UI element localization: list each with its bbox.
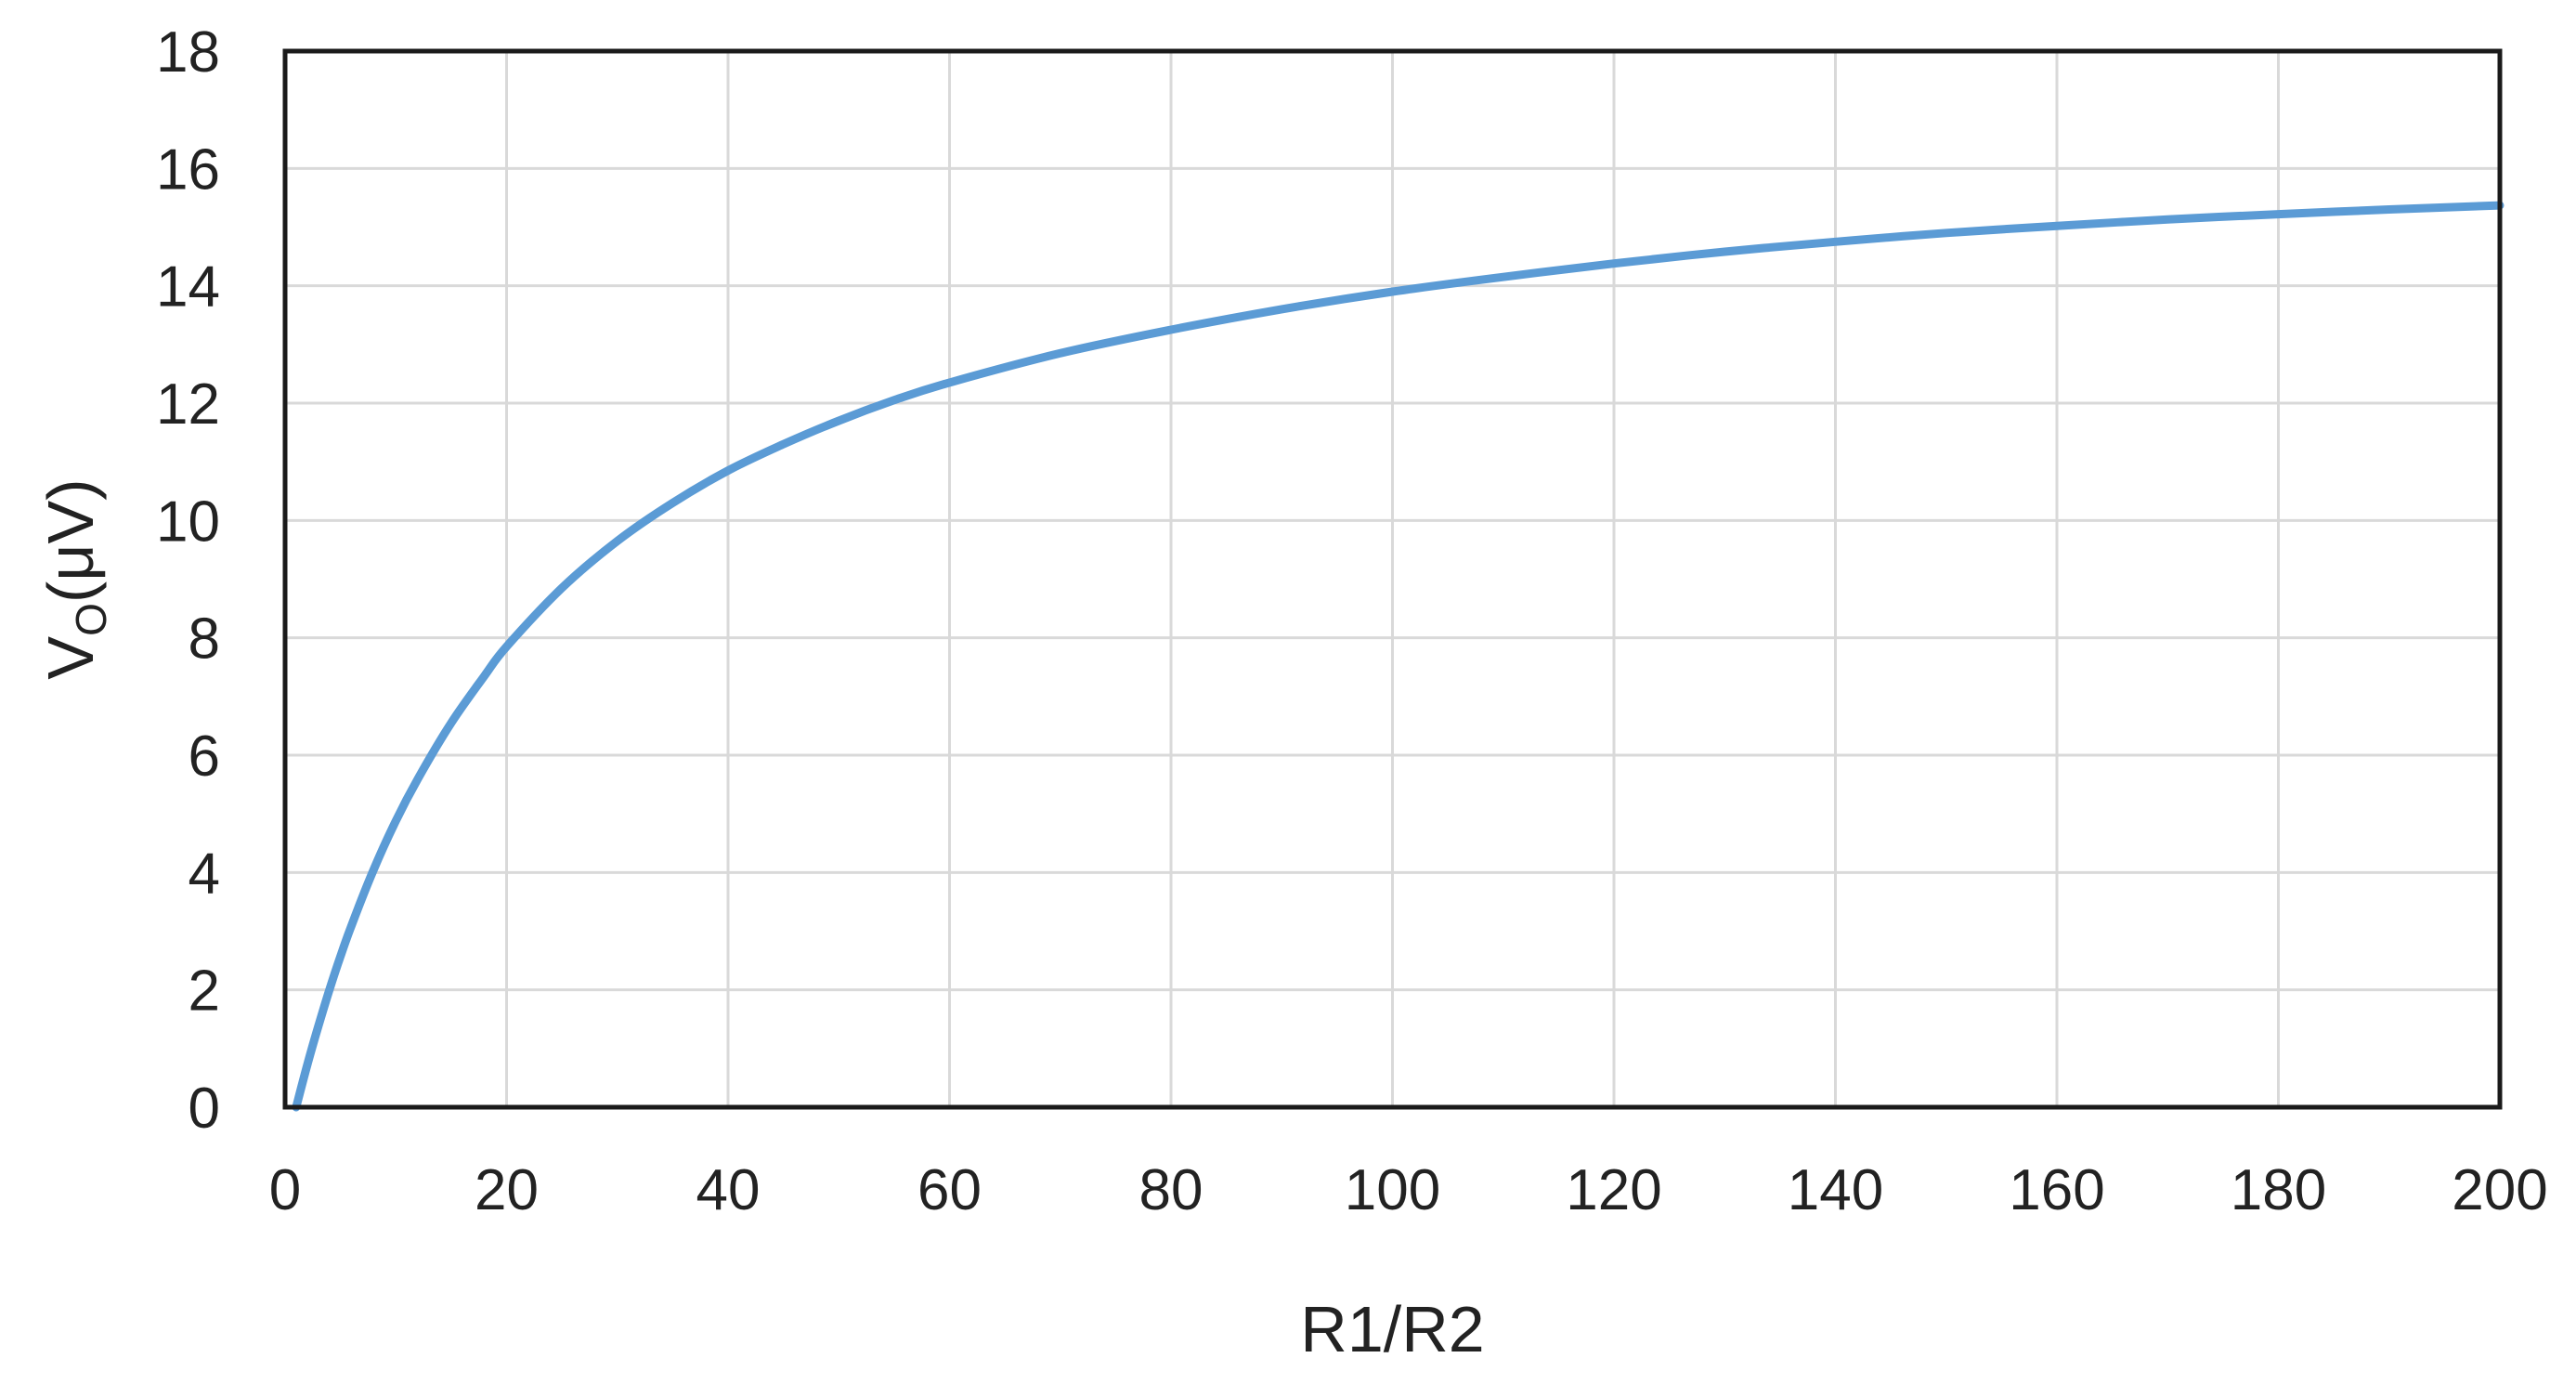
x-axis-tick-labels: 0 20 40 60 80 100 120 140 160 180 200: [269, 1158, 2548, 1222]
y-axis-title: VO(μV): [34, 478, 115, 679]
series-line-0: [292, 201, 2504, 1112]
x-tick-label: 60: [917, 1158, 982, 1222]
y-axis-title-subscript: O: [67, 603, 115, 636]
x-tick-label: 0: [269, 1158, 301, 1222]
y-tick-label: 0: [189, 1077, 220, 1141]
x-tick-label: 40: [696, 1158, 761, 1222]
y-tick-label: 6: [189, 725, 220, 789]
x-tick-label: 100: [1345, 1158, 1440, 1222]
x-tick-label: 200: [2452, 1158, 2547, 1222]
y-tick-label: 14: [156, 255, 220, 320]
x-axis-title: R1/R2: [1300, 1293, 1484, 1365]
y-axis-tick-labels: 0 2 4 6 8 10 12 14 16 18: [156, 20, 220, 1141]
y-axis-title-unit: (μV): [34, 478, 107, 603]
x-tick-label: 80: [1139, 1158, 1203, 1222]
y-tick-label: 4: [189, 842, 220, 906]
gridlines: [285, 51, 2500, 1107]
y-tick-label: 2: [189, 960, 220, 1024]
series-layer: [292, 201, 2504, 1112]
y-tick-label: 18: [156, 20, 220, 85]
x-tick-label: 140: [1788, 1158, 1883, 1222]
y-tick-label: 10: [156, 490, 220, 554]
x-tick-label: 180: [2231, 1158, 2326, 1222]
y-tick-label: 12: [156, 372, 220, 437]
x-tick-label: 120: [1566, 1158, 1661, 1222]
x-tick-label: 20: [475, 1158, 539, 1222]
x-tick-label: 160: [2009, 1158, 2104, 1222]
y-tick-label: 8: [189, 607, 220, 672]
y-axis-title-main: V: [34, 636, 107, 680]
y-tick-label: 16: [156, 137, 220, 202]
plot-area-frame: [282, 48, 2503, 1110]
